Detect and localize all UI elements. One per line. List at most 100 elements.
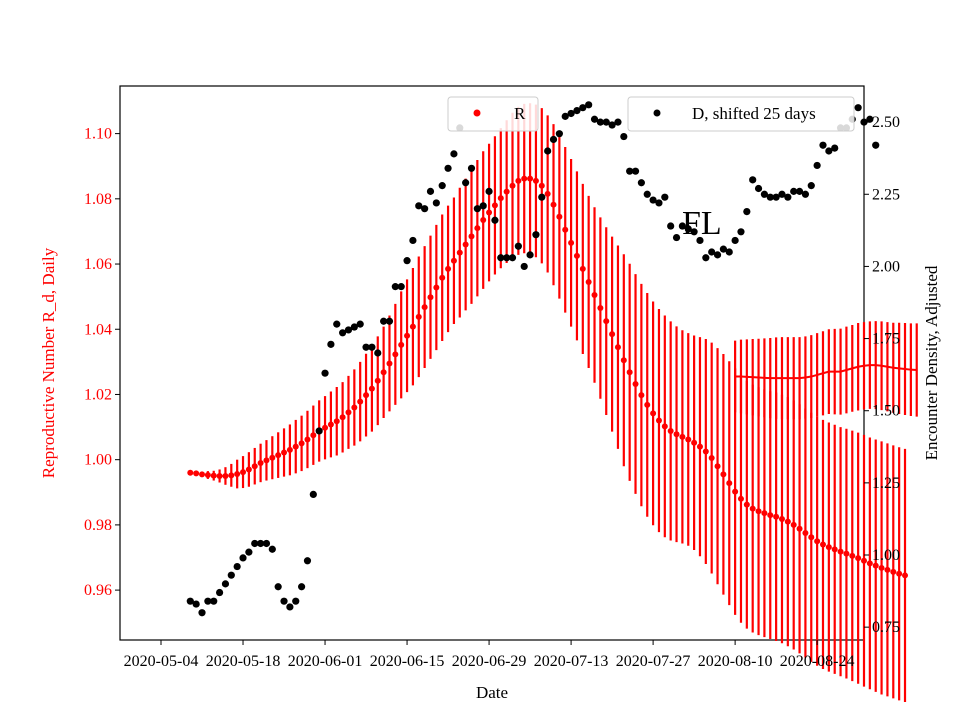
r-point-65 [568,239,575,246]
r-point-104 [796,525,803,532]
d-point-89 [708,248,716,256]
r-point-46 [456,249,463,256]
r-point-109 [825,544,832,551]
r-point-23 [322,424,329,431]
r-point-24 [327,421,334,428]
y-left-tick-label-0: 0.96 [84,582,112,599]
d-point-15 [274,583,282,591]
d-point-29 [356,320,364,328]
d-point-50 [479,202,487,210]
r-point-113 [849,552,856,559]
d-point-82 [667,222,675,230]
r-point-31 [368,385,375,392]
r-point-112 [843,550,850,557]
r-point-17 [286,446,293,453]
d-point-52 [491,216,499,224]
x-tick-label-2: 2020-06-01 [288,653,363,670]
r-point-42 [433,284,440,291]
d-point-31 [368,343,376,351]
r-point-45 [450,257,457,264]
r-point-2 [199,471,206,478]
d-point-104 [795,187,804,195]
d-point-45 [450,150,458,158]
y-right-tick-label-0: 0.75 [872,619,900,636]
d-point-70 [596,118,604,126]
d-point-109 [825,147,833,155]
r-point-60 [538,182,545,189]
legend-d-label: D, shifted 25 days [692,104,816,123]
r-point-72 [609,331,616,338]
d-series [186,101,880,617]
d-point-41 [426,187,435,195]
r-point-107 [814,538,821,545]
r-point-29 [357,398,364,405]
r-point-58 [527,175,534,182]
r-point-48 [468,233,475,240]
r-point-13 [263,457,270,464]
x-axis: 2020-05-04 2020-05-18 2020-06-01 2020-06-15… [124,640,854,670]
y-right-tick-label-6: 2.25 [872,186,900,203]
r-point-50 [480,217,487,224]
d-point-42 [432,199,440,207]
d-point-7 [227,571,235,579]
d-point-93 [731,236,739,245]
d-point-95 [743,207,751,216]
r-point-0 [187,469,194,476]
d-point-102 [784,193,792,201]
r-point-6 [222,472,229,479]
d-point-64 [561,112,569,120]
r-point-96 [749,505,756,512]
d-point-4 [210,597,218,605]
r-point-122 [902,572,909,579]
d-point-20 [303,557,312,565]
r-point-121 [896,570,903,577]
y-left-tick-label-4: 1.04 [84,321,112,338]
r-point-8 [234,471,241,478]
y-right-tick-label-3: 1.50 [872,403,900,420]
r-point-59 [532,177,539,184]
d-point-30 [362,343,370,351]
d-point-26 [339,329,347,337]
r-point-20 [304,436,311,443]
r-point-43 [439,274,446,281]
r-point-56 [515,177,522,184]
r-point-66 [573,252,580,259]
x-tick-label-5: 2020-07-13 [534,653,609,670]
d-point-74 [620,132,628,141]
r-point-97 [755,508,762,515]
r-point-115 [861,557,867,564]
d-point-94 [737,228,745,236]
r-point-89 [708,455,715,462]
d-point-22 [315,427,323,435]
d-point-39 [415,202,423,210]
d-point-87 [696,236,704,245]
d-point-32 [374,349,382,357]
d-point-78 [643,190,651,198]
d-point-75 [626,167,634,175]
legend-d: D, shifted 25 days [627,96,855,132]
d-point-58 [526,251,534,259]
d-point-81 [661,193,669,201]
r-point-26 [339,414,346,421]
r-point-39 [415,313,422,320]
r-point-108 [819,541,826,548]
d-point-73 [614,118,622,126]
d-point-44 [444,164,452,172]
d-point-49 [473,205,481,213]
d-point-65 [567,109,575,118]
d-point-18 [292,597,300,605]
r-point-100 [773,513,780,520]
r-point-103 [790,521,797,528]
x-tick-label-1: 2020-05-18 [206,653,281,670]
y-axis-left: 0.96 0.98 1.00 1.02 1.04 1.06 1.08 1.10 [84,126,120,599]
d-point-108 [819,141,827,149]
d-point-97 [754,184,763,193]
r-point-40 [421,304,428,311]
r-point-55 [509,182,516,189]
d-point-12 [256,539,265,548]
d-point-116 [866,115,874,123]
r-point-12 [257,459,264,466]
d-point-13 [262,539,271,548]
d-point-9 [239,554,247,562]
r-point-44 [445,265,452,272]
